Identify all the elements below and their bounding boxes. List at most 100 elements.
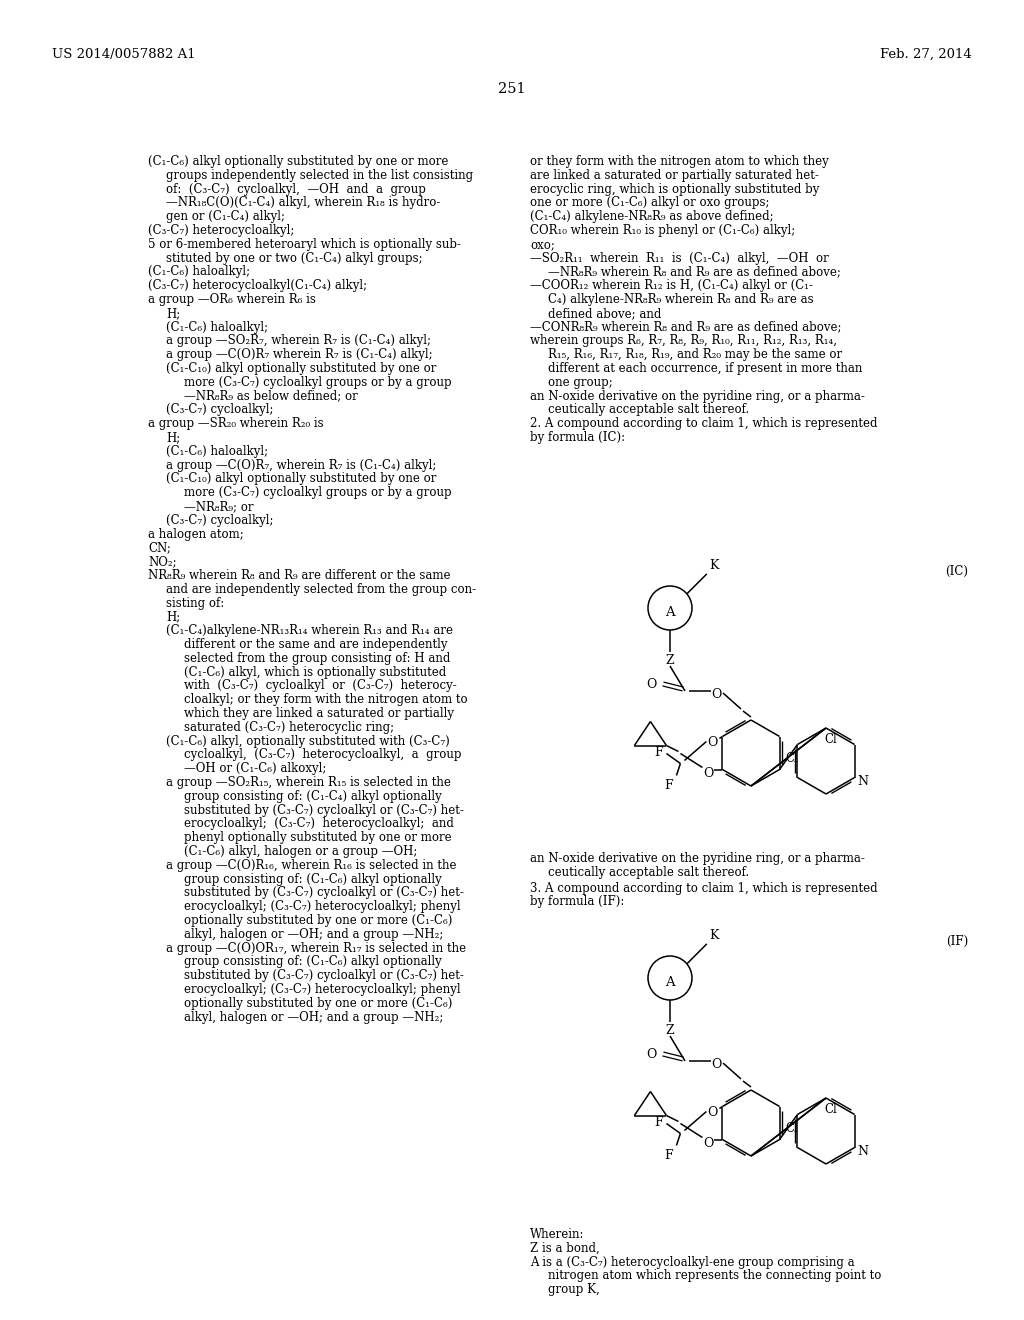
Text: different or the same and are independently: different or the same and are independen… (184, 638, 447, 651)
Text: nitrogen atom which represents the connecting point to: nitrogen atom which represents the conne… (548, 1270, 882, 1283)
Text: phenyl optionally substituted by one or more: phenyl optionally substituted by one or … (184, 832, 452, 845)
Text: oxo;: oxo; (530, 238, 555, 251)
Text: a group —C(O)OR₁₇, wherein R₁₇ is selected in the: a group —C(O)OR₁₇, wherein R₁₇ is select… (166, 941, 466, 954)
Text: O: O (646, 1048, 656, 1061)
Text: (IC): (IC) (945, 565, 968, 578)
Text: NR₈R₉ wherein R₈ and R₉ are different or the same: NR₈R₉ wherein R₈ and R₉ are different or… (148, 569, 451, 582)
Text: US 2014/0057882 A1: US 2014/0057882 A1 (52, 48, 196, 61)
Text: F: F (665, 779, 673, 792)
Text: a group —OR₆ wherein R₆ is: a group —OR₆ wherein R₆ is (148, 293, 315, 306)
Text: by formula (IF):: by formula (IF): (530, 895, 625, 908)
Text: group consisting of: (C₁-C₆) alkyl optionally: group consisting of: (C₁-C₆) alkyl optio… (184, 956, 441, 969)
Text: A: A (666, 606, 675, 619)
Text: of:  (C₃-C₇)  cycloalkyl,  —OH  and  a  group: of: (C₃-C₇) cycloalkyl, —OH and a group (166, 182, 426, 195)
Text: more (C₃-C₇) cycloalkyl groups or by a group: more (C₃-C₇) cycloalkyl groups or by a g… (184, 376, 452, 389)
Text: NO₂;: NO₂; (148, 556, 176, 568)
Text: (C₃-C₇) heterocycloalkyl(C₁-C₄) alkyl;: (C₃-C₇) heterocycloalkyl(C₁-C₄) alkyl; (148, 280, 368, 292)
Text: by formula (IC):: by formula (IC): (530, 432, 625, 444)
Text: optionally substituted by one or more (C₁-C₆): optionally substituted by one or more (C… (184, 913, 453, 927)
Text: Wherein:: Wherein: (530, 1228, 585, 1241)
Text: (C₁-C₆) haloalkyl;: (C₁-C₆) haloalkyl; (148, 265, 250, 279)
Text: (C₃-C₇) cycloalkyl;: (C₃-C₇) cycloalkyl; (166, 513, 273, 527)
Text: Z: Z (666, 1024, 675, 1038)
Text: O: O (711, 689, 721, 701)
Text: Feb. 27, 2014: Feb. 27, 2014 (881, 48, 972, 61)
Text: A is a (C₃-C₇) heterocycloalkyl-ene group comprising a: A is a (C₃-C₇) heterocycloalkyl-ene grou… (530, 1255, 855, 1269)
Text: gen or (C₁-C₄) alkyl;: gen or (C₁-C₄) alkyl; (166, 210, 285, 223)
Text: (C₁-C₄) alkylene-NR₈R₉ as above defined;: (C₁-C₄) alkylene-NR₈R₉ as above defined; (530, 210, 773, 223)
Text: saturated (C₃-C₇) heterocyclic ring;: saturated (C₃-C₇) heterocyclic ring; (184, 721, 394, 734)
Text: 3. A compound according to claim 1, which is represented: 3. A compound according to claim 1, whic… (530, 882, 878, 895)
Text: (C₃-C₇) cycloalkyl;: (C₃-C₇) cycloalkyl; (166, 404, 273, 416)
Text: wherein groups R₆, R₇, R₈, R₉, R₁₀, R₁₁, R₁₂, R₁₃, R₁₄,: wherein groups R₆, R₇, R₈, R₉, R₁₀, R₁₁,… (530, 334, 837, 347)
Text: group K,: group K, (548, 1283, 600, 1296)
Text: Z: Z (666, 653, 675, 667)
Text: F: F (665, 1148, 673, 1162)
Text: O: O (708, 737, 718, 748)
Text: a group —SO₂R₁₅, wherein R₁₅ is selected in the: a group —SO₂R₁₅, wherein R₁₅ is selected… (166, 776, 451, 789)
Text: Cl: Cl (824, 1104, 837, 1115)
Text: a group —SO₂R₇, wherein R₇ is (C₁-C₄) alkyl;: a group —SO₂R₇, wherein R₇ is (C₁-C₄) al… (166, 334, 431, 347)
Text: groups independently selected in the list consisting: groups independently selected in the lis… (166, 169, 473, 182)
Text: with  (C₃-C₇)  cycloalkyl  or  (C₃-C₇)  heterocy-: with (C₃-C₇) cycloalkyl or (C₃-C₇) heter… (184, 680, 457, 693)
Text: —NR₁₈C(O)(C₁-C₄) alkyl, wherein R₁₈ is hydro-: —NR₁₈C(O)(C₁-C₄) alkyl, wherein R₁₈ is h… (166, 197, 440, 210)
Text: substituted by (C₃-C₇) cycloalkyl or (C₃-C₇) het-: substituted by (C₃-C₇) cycloalkyl or (C₃… (184, 804, 464, 817)
Text: stituted by one or two (C₁-C₄) alkyl groups;: stituted by one or two (C₁-C₄) alkyl gro… (166, 252, 423, 264)
Text: (C₁-C₁₀) alkyl optionally substituted by one or: (C₁-C₁₀) alkyl optionally substituted by… (166, 362, 436, 375)
Text: (C₁-C₆) alkyl, halogen or a group —OH;: (C₁-C₆) alkyl, halogen or a group —OH; (184, 845, 418, 858)
Text: erocycloalkyl; (C₃-C₇) heterocycloalkyl; phenyl: erocycloalkyl; (C₃-C₇) heterocycloalkyl;… (184, 983, 461, 997)
Text: or they form with the nitrogen atom to which they: or they form with the nitrogen atom to w… (530, 154, 828, 168)
Text: Z is a bond,: Z is a bond, (530, 1242, 600, 1255)
Text: H;: H; (166, 432, 180, 444)
Text: selected from the group consisting of: H and: selected from the group consisting of: H… (184, 652, 451, 665)
Text: C₄) alkylene-NR₈R₉ wherein R₈ and R₉ are as: C₄) alkylene-NR₈R₉ wherein R₈ and R₉ are… (548, 293, 814, 306)
Text: O: O (708, 1106, 718, 1119)
Text: ceutically acceptable salt thereof.: ceutically acceptable salt thereof. (548, 866, 750, 879)
Text: cloalkyl; or they form with the nitrogen atom to: cloalkyl; or they form with the nitrogen… (184, 693, 468, 706)
Text: N: N (857, 1144, 868, 1158)
Text: (C₁-C₆) alkyl optionally substituted by one or more: (C₁-C₆) alkyl optionally substituted by … (148, 154, 449, 168)
Text: ceutically acceptable salt thereof.: ceutically acceptable salt thereof. (548, 404, 750, 416)
Text: one or more (C₁-C₆) alkyl or oxo groups;: one or more (C₁-C₆) alkyl or oxo groups; (530, 197, 769, 210)
Text: 251: 251 (499, 82, 525, 96)
Text: —SO₂R₁₁  wherein  R₁₁  is  (C₁-C₄)  alkyl,  —OH  or: —SO₂R₁₁ wherein R₁₁ is (C₁-C₄) alkyl, —O… (530, 252, 828, 264)
Text: O: O (703, 767, 714, 780)
Text: an N-oxide derivative on the pyridine ring, or a pharma-: an N-oxide derivative on the pyridine ri… (530, 851, 865, 865)
Text: K: K (709, 929, 719, 942)
Text: COR₁₀ wherein R₁₀ is phenyl or (C₁-C₆) alkyl;: COR₁₀ wherein R₁₀ is phenyl or (C₁-C₆) a… (530, 224, 796, 238)
Text: a group —C(O)R₁₆, wherein R₁₆ is selected in the: a group —C(O)R₁₆, wherein R₁₆ is selecte… (166, 859, 457, 871)
Text: —NR₈R₉; or: —NR₈R₉; or (184, 500, 254, 513)
Text: more (C₃-C₇) cycloalkyl groups or by a group: more (C₃-C₇) cycloalkyl groups or by a g… (184, 486, 452, 499)
Text: one group;: one group; (548, 376, 612, 389)
Text: —NR₈R₉ as below defined; or: —NR₈R₉ as below defined; or (184, 389, 357, 403)
Text: O: O (703, 1137, 714, 1150)
Text: erocycloalkyl; (C₃-C₇) heterocycloalkyl; phenyl: erocycloalkyl; (C₃-C₇) heterocycloalkyl;… (184, 900, 461, 913)
Text: (C₃-C₇) heterocycloalkyl;: (C₃-C₇) heterocycloalkyl; (148, 224, 294, 238)
Text: erocyclic ring, which is optionally substituted by: erocyclic ring, which is optionally subs… (530, 182, 819, 195)
Text: substituted by (C₃-C₇) cycloalkyl or (C₃-C₇) het-: substituted by (C₃-C₇) cycloalkyl or (C₃… (184, 887, 464, 899)
Text: O: O (711, 1059, 721, 1072)
Text: A: A (666, 977, 675, 990)
Text: optionally substituted by one or more (C₁-C₆): optionally substituted by one or more (C… (184, 997, 453, 1010)
Text: —OH or (C₁-C₆) alkoxyl;: —OH or (C₁-C₆) alkoxyl; (184, 762, 327, 775)
Text: a group —SR₂₀ wherein R₂₀ is: a group —SR₂₀ wherein R₂₀ is (148, 417, 324, 430)
Text: —CONR₈R₉ wherein R₈ and R₉ are as defined above;: —CONR₈R₉ wherein R₈ and R₉ are as define… (530, 321, 842, 334)
Text: 5 or 6-membered heteroaryl which is optionally sub-: 5 or 6-membered heteroaryl which is opti… (148, 238, 461, 251)
Text: sisting of:: sisting of: (166, 597, 224, 610)
Text: —COOR₁₂ wherein R₁₂ is H, (C₁-C₄) alkyl or (C₁-: —COOR₁₂ wherein R₁₂ is H, (C₁-C₄) alkyl … (530, 280, 813, 292)
Text: —NR₈R₉ wherein R₈ and R₉ are as defined above;: —NR₈R₉ wherein R₈ and R₉ are as defined … (548, 265, 841, 279)
Text: H;: H; (166, 306, 180, 319)
Text: CN;: CN; (148, 541, 171, 554)
Text: Cl: Cl (785, 752, 798, 766)
Text: O: O (646, 678, 656, 692)
Text: (IF): (IF) (946, 935, 968, 948)
Text: F: F (654, 746, 663, 759)
Text: a group —C(O)R₇ wherein R₇ is (C₁-C₄) alkyl;: a group —C(O)R₇ wherein R₇ is (C₁-C₄) al… (166, 348, 432, 362)
Text: (C₁-C₄)alkylene-NR₁₃R₁₄ wherein R₁₃ and R₁₄ are: (C₁-C₄)alkylene-NR₁₃R₁₄ wherein R₁₃ and … (166, 624, 453, 638)
Text: N: N (857, 775, 868, 788)
Text: group consisting of: (C₁-C₆) alkyl optionally: group consisting of: (C₁-C₆) alkyl optio… (184, 873, 441, 886)
Text: and are independently selected from the group con-: and are independently selected from the … (166, 583, 476, 595)
Text: (C₁-C₆) haloalkyl;: (C₁-C₆) haloalkyl; (166, 445, 268, 458)
Text: a halogen atom;: a halogen atom; (148, 528, 244, 541)
Text: (C₁-C₆) haloalkyl;: (C₁-C₆) haloalkyl; (166, 321, 268, 334)
